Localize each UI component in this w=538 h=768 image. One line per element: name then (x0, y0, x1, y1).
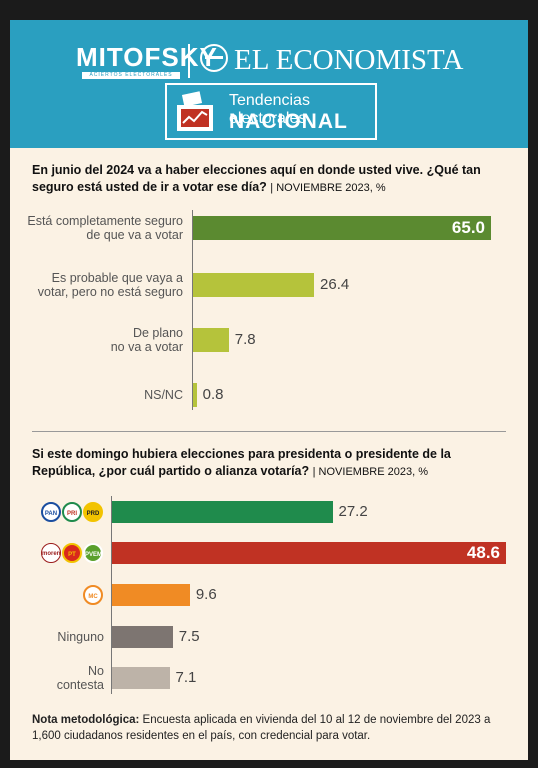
badge-line2: NACIONAL (229, 110, 348, 133)
chart1-category-label-0-line-0: Está completamente seguro (27, 214, 183, 228)
chart1-category-label-0-line-1: de que va a votar (86, 228, 183, 242)
ballot-box-icon (177, 91, 213, 131)
chart2-bar-1 (112, 542, 506, 564)
chart1-bar-1 (193, 273, 315, 297)
chart2-category-label-4: No contesta (10, 664, 104, 692)
chart1-category-label-2: De plano no va a votar (10, 326, 183, 354)
mitofsky-logo: MITOFSKY (76, 42, 218, 72)
chart1-bar-2 (193, 328, 229, 352)
chart1-value-label-1: 26.4 (320, 276, 350, 293)
chart1-category-label-1-line-0: Es probable que vaya a (51, 271, 183, 285)
chart1-value-label-0: 65.0 (451, 218, 485, 237)
chart2-category-label-3-line-0: Ninguno (57, 630, 104, 644)
chart2-party-logo-morena: morena (41, 543, 61, 563)
chart2-party-logo-PVEM: PVEM (83, 543, 103, 563)
chart2-question: Si este domingo hubiera elecciones para … (32, 446, 502, 481)
methodology-note: Nota metodológica: Encuesta aplicada en … (32, 712, 512, 744)
section-badge: Tendencias electorales NACIONAL (165, 83, 377, 140)
globe-icon (200, 44, 228, 72)
chart2-axis (111, 496, 112, 694)
chart2-value-label-4: 7.1 (175, 669, 197, 686)
chart2-party-logo-MC: MC (83, 585, 103, 605)
chart2-party-logo-PRD: PRD (83, 502, 103, 522)
brand-separator (188, 44, 190, 78)
chart2-category-label-4-line-1: contesta (56, 678, 104, 692)
chart1-category-label-2-line-0: De plano (132, 326, 183, 340)
chart2-value-label-0: 27.2 (338, 503, 368, 520)
chart1-value-label-3: 0.8 (202, 386, 224, 403)
chart1-category-label-3: NS/NC (10, 388, 183, 402)
mitofsky-tagline: ACIERTOS ELECTORALES (82, 72, 180, 79)
chart1-category-label-1-line-1: votar, pero no está seguro (37, 285, 183, 299)
chart2-party-logo-PRI: PRI (62, 502, 82, 522)
chart2-bar-2 (112, 584, 190, 606)
header: MITOFSKY ACIERTOS ELECTORALES EL ECONOMI… (10, 20, 528, 148)
chart2-value-label-3: 7.5 (178, 628, 200, 645)
chart2-bar-0 (112, 501, 333, 523)
chart1-bar-3 (193, 383, 197, 407)
chart1-category-label-0: Está completamente seguro de que va a vot… (10, 214, 183, 242)
chart2-value-label-1: 48.6 (466, 543, 500, 562)
chart2-subtitle-sep: | (312, 466, 319, 478)
chart1-category-label-1: Es probable que vaya a votar, pero no est… (10, 271, 183, 299)
chart1-category-label-2-line-1: no va a votar (110, 340, 183, 354)
chart2-subtitle: NOVIEMBRE 2023, % (318, 466, 428, 478)
el-economista-text: EL ECONOMISTA (234, 44, 464, 76)
content-panel: En junio del 2024 va a haber elecciones … (10, 148, 528, 760)
chart1-value-label-2: 7.8 (234, 331, 256, 348)
chart1-subtitle: NOVIEMBRE 2023, % (276, 182, 386, 194)
chart1-subtitle-sep: | (270, 182, 277, 194)
chart2-category-label-4-line-0: No (88, 664, 104, 678)
chart1-bar-0 (193, 216, 491, 240)
section-divider (32, 431, 506, 432)
chart1-title: En junio del 2024 va a haber elecciones … (32, 163, 481, 194)
chart2-party-logo-PAN: PAN (41, 502, 61, 522)
el-economista-logo: EL ECONOMISTA (200, 44, 463, 77)
badge-line1: Tendencias electorales (229, 92, 310, 127)
chart1-category-label-3-line-0: NS/NC (144, 388, 183, 402)
methodology-note-label: Nota metodológica: (32, 714, 140, 726)
brand-row: MITOFSKY ACIERTOS ELECTORALES EL ECONOMI… (10, 40, 528, 80)
chart2-value-label-2: 9.6 (195, 586, 217, 603)
chart2-title: Si este domingo hubiera elecciones para … (32, 447, 451, 478)
methodology-note-text: Encuesta aplicada en vivienda del 10 al … (32, 714, 491, 742)
mitofsky-tagline-text: ACIERTOS ELECTORALES (89, 72, 173, 78)
chart2-category-label-3: Ninguno (10, 630, 104, 644)
chart1-axis (192, 210, 193, 410)
chart2-party-logo-PT: PT (62, 543, 82, 563)
chart2-bar-3 (112, 626, 173, 648)
chart1-question: En junio del 2024 va a haber elecciones … (32, 162, 502, 197)
chart2-bar-4 (112, 667, 170, 689)
